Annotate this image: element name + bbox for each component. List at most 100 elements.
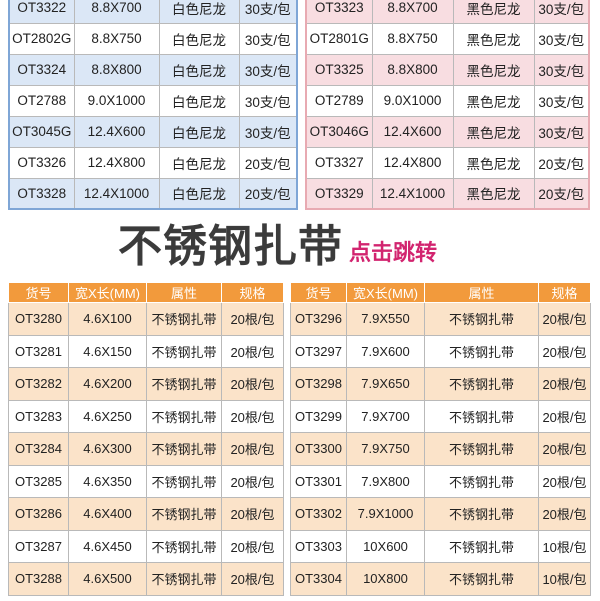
item-code-cell: OT3329 [305,177,373,210]
item-code-cell: OT3299 [290,399,347,433]
table-row: OT3045G 12.4X600 白色尼龙 30支/包 [8,115,298,148]
spec-cell: 20根/包 [538,334,591,368]
table-row: OT3303 10X600 不锈钢扎带 10根/包 [290,529,591,563]
attribute-cell: 白色尼龙 [158,22,240,55]
column-header: 宽X长(MM) [346,282,425,303]
nylon-white-body: OT3322 8.8X700 白色尼龙 30支/包 OT2802G 8.8X750 白色尼龙… [8,0,298,210]
size-cell: 12.4X600 [73,115,160,148]
attribute-cell: 不锈钢扎带 [424,399,539,433]
size-cell: 7.9X600 [346,334,425,368]
item-code-cell: OT3302 [290,497,347,531]
item-code-cell: OT2802G [8,22,75,55]
spec-cell: 20根/包 [538,302,591,336]
table-row: OT3285 4.6X350 不锈钢扎带 20根/包 [8,464,284,498]
attribute-cell: 不锈钢扎带 [146,497,222,531]
table-row: OT3298 7.9X650 不锈钢扎带 20根/包 [290,367,591,401]
size-cell: 4.6X200 [68,367,147,401]
item-code-cell: OT3324 [8,53,75,86]
attribute-cell: 黑色尼龙 [452,177,535,210]
size-cell: 8.8X800 [371,53,454,86]
spec-cell: 20根/包 [538,464,591,498]
spec-cell: 20支/包 [533,177,590,210]
size-cell: 12.4X800 [73,146,160,179]
table-row: OT3323 8.8X700 黑色尼龙 30支/包 [305,0,590,24]
item-code-cell: OT3303 [290,529,347,563]
table-row: OT3296 7.9X550 不锈钢扎带 20根/包 [290,302,591,336]
table-row: OT3322 8.8X700 白色尼龙 30支/包 [8,0,298,24]
size-cell: 10X800 [346,562,425,596]
attribute-cell: 黑色尼龙 [452,0,535,24]
item-code-cell: OT2801G [305,22,373,55]
size-cell: 12.4X800 [371,146,454,179]
spec-cell: 30支/包 [238,115,298,148]
item-code-cell: OT3283 [8,399,69,433]
size-cell: 9.0X1000 [73,84,160,117]
attribute-cell: 不锈钢扎带 [146,302,222,336]
attribute-cell: 黑色尼龙 [452,22,535,55]
attribute-cell: 白色尼龙 [158,0,240,24]
attribute-cell: 白色尼龙 [158,53,240,86]
table-header-row: 货号 宽X长(MM) 属性 规格 [8,282,284,303]
item-code-cell: OT2788 [8,84,75,117]
table-row: OT3300 7.9X750 不锈钢扎带 20根/包 [290,432,591,466]
size-cell: 8.8X750 [73,22,160,55]
spec-cell: 30支/包 [238,22,298,55]
item-code-cell: OT3046G [305,115,373,148]
size-cell: 12.4X600 [371,115,454,148]
item-code-cell: OT3328 [8,177,75,210]
spec-cell: 20根/包 [221,302,284,336]
spec-cell: 20根/包 [221,529,284,563]
attribute-cell: 不锈钢扎带 [146,334,222,368]
item-code-cell: OT3281 [8,334,69,368]
nylon-white-table: OT3322 8.8X700 白色尼龙 30支/包 OT2802G 8.8X750 白色尼龙… [8,0,298,210]
column-header: 规格 [221,282,284,303]
size-cell: 8.8X700 [371,0,454,24]
attribute-cell: 黑色尼龙 [452,53,535,86]
table-row: OT3325 8.8X800 黑色尼龙 30支/包 [305,53,590,86]
spec-cell: 30支/包 [238,53,298,86]
size-cell: 7.9X550 [346,302,425,336]
spec-cell: 20根/包 [221,464,284,498]
attribute-cell: 不锈钢扎带 [424,334,539,368]
attribute-cell: 白色尼龙 [158,177,240,210]
table-row: OT3284 4.6X300 不锈钢扎带 20根/包 [8,432,284,466]
table-row: OT3046G 12.4X600 黑色尼龙 30支/包 [305,115,590,148]
table-row: OT3328 12.4X1000 白色尼龙 20支/包 [8,177,298,210]
spec-cell: 20根/包 [221,432,284,466]
attribute-cell: 不锈钢扎带 [424,562,539,596]
item-code-cell: OT3326 [8,146,75,179]
attribute-cell: 不锈钢扎带 [424,464,539,498]
spec-cell: 20根/包 [221,334,284,368]
spec-cell: 30支/包 [238,84,298,117]
table-row: OT3302 7.9X1000 不锈钢扎带 20根/包 [290,497,591,531]
size-cell: 4.6X350 [68,464,147,498]
size-cell: 7.9X1000 [346,497,425,531]
attribute-cell: 不锈钢扎带 [146,399,222,433]
stainless-right-body: 货号 宽X长(MM) 属性 规格 OT3296 7.9X550 不锈钢扎带 20根/包 OT32… [290,282,591,596]
item-code-cell: OT3286 [8,497,69,531]
spec-cell: 20支/包 [238,177,298,210]
spec-cell: 30支/包 [533,0,590,24]
size-cell: 7.9X650 [346,367,425,401]
stainless-left-body: 货号 宽X长(MM) 属性 规格 OT3280 4.6X100 不锈钢扎带 20根/包 OT32… [8,282,284,596]
size-cell: 12.4X1000 [371,177,454,210]
jump-link[interactable]: 点击跳转 [349,241,438,266]
attribute-cell: 不锈钢扎带 [146,562,222,596]
column-header: 规格 [538,282,591,303]
size-cell: 4.6X150 [68,334,147,368]
spec-cell: 20根/包 [221,562,284,596]
stainless-table-left: 货号 宽X长(MM) 属性 规格 OT3280 4.6X100 不锈钢扎带 20根/包 OT32… [8,282,284,596]
item-code-cell: OT3282 [8,367,69,401]
column-header: 属性 [146,282,222,303]
size-cell: 8.8X700 [73,0,160,24]
table-row: OT3327 12.4X800 黑色尼龙 20支/包 [305,146,590,179]
column-header: 属性 [424,282,539,303]
spec-cell: 20根/包 [221,497,284,531]
attribute-cell: 黑色尼龙 [452,146,535,179]
size-cell: 8.8X800 [73,53,160,86]
table-row: OT3281 4.6X150 不锈钢扎带 20根/包 [8,334,284,368]
item-code-cell: OT3300 [290,432,347,466]
table-row: OT3280 4.6X100 不锈钢扎带 20根/包 [8,302,284,336]
attribute-cell: 黑色尼龙 [452,115,535,148]
table-row: OT2789 9.0X1000 黑色尼龙 30支/包 [305,84,590,117]
